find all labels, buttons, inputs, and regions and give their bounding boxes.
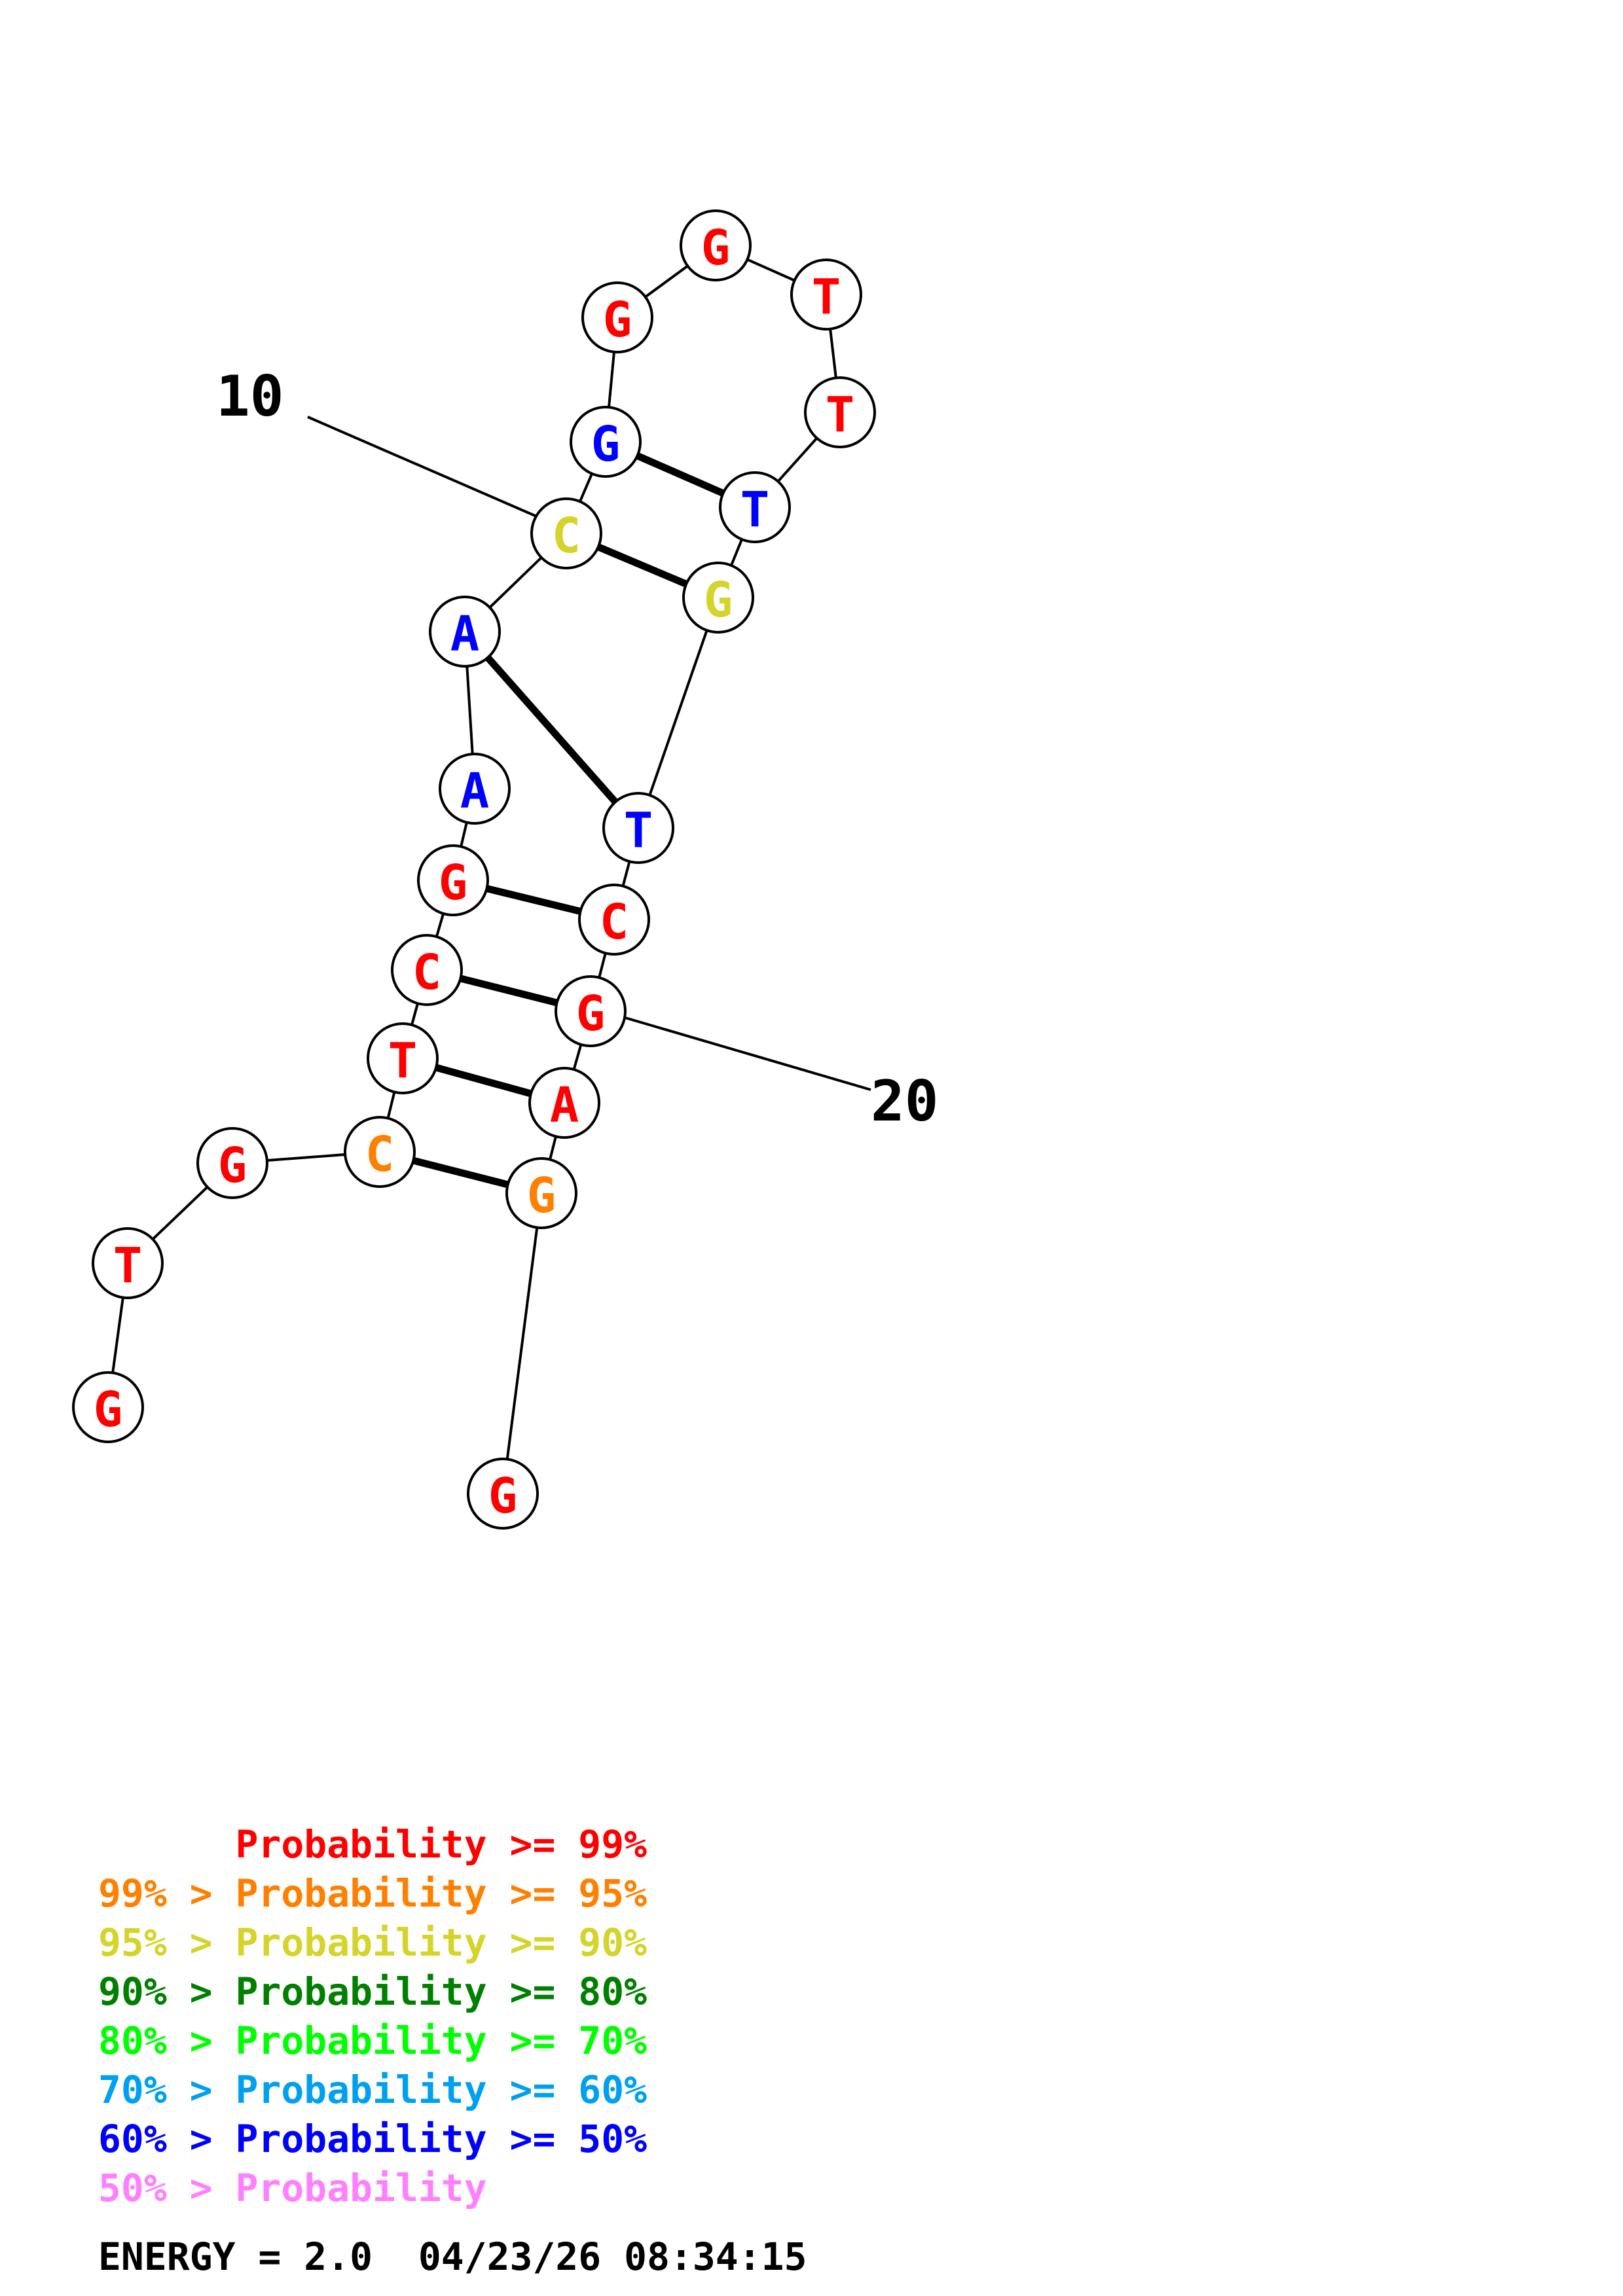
nucleotide-circle <box>505 1157 577 1229</box>
base-pair-bond <box>636 452 725 497</box>
nucleotide: T <box>367 1022 439 1094</box>
nucleotide-letter: T <box>388 1033 418 1089</box>
nucleotide-letter: C <box>600 894 629 950</box>
legend-entry: 70% > Probability >= 60% <box>98 2068 647 2112</box>
base-pair-bond <box>460 975 558 1007</box>
nucleotide-circle <box>528 1067 600 1139</box>
nucleotide-letter: G <box>439 855 468 911</box>
nucleotide-circle <box>467 1458 539 1530</box>
base-pair-bond <box>484 655 619 804</box>
nucleotide-circle <box>92 1227 164 1299</box>
legend-entry: Probability >= 99% <box>98 1822 647 1867</box>
nucleotide-letter: G <box>603 292 632 348</box>
nucleotide-circle <box>429 596 501 668</box>
nucleotide: C <box>344 1116 416 1188</box>
nucleotide-letter: G <box>576 986 606 1042</box>
nucleotide-letter: T <box>740 482 770 538</box>
nucleotide-letter: G <box>488 1468 518 1524</box>
nucleotide: G <box>467 1458 539 1530</box>
nucleotide-letter: A <box>550 1077 579 1134</box>
nucleotide-circle <box>581 281 653 353</box>
nucleotide-circle <box>570 406 642 478</box>
energy-timestamp-footer: ENERGY = 2.0 04/23/26 08:34:15 <box>98 2234 807 2279</box>
nucleotide-letter: C <box>365 1126 395 1183</box>
position-tick-line <box>625 1016 871 1091</box>
nucleotide-circle <box>680 209 752 281</box>
nucleotide-letter: T <box>624 802 653 859</box>
nucleotide-circle <box>344 1116 416 1188</box>
nucleotide-circle <box>719 471 791 543</box>
nucleotide: A <box>439 753 511 825</box>
nucleotide-letter: T <box>812 269 841 325</box>
base-pair-bond <box>412 1157 509 1189</box>
nucleotide-letter: G <box>701 220 731 276</box>
nucleotide-letter: T <box>826 387 855 443</box>
nucleotide-circle <box>367 1022 439 1094</box>
nucleotide: C <box>578 884 650 956</box>
nucleotide: G <box>570 406 642 478</box>
nucleotide: G <box>682 562 754 634</box>
nucleotide-circle <box>417 844 489 916</box>
nucleotide-letter: G <box>591 416 621 473</box>
base-pair-layer <box>412 452 725 1189</box>
nucleotide-letter: A <box>460 763 490 819</box>
nucleotide-letter: G <box>704 572 733 628</box>
nucleotide: C <box>530 497 602 569</box>
nucleotide: G <box>555 975 627 1047</box>
backbone-segment <box>501 1193 543 1494</box>
base-pair-bond <box>435 1064 532 1098</box>
nucleotide-circle <box>578 884 650 956</box>
nucleotide-circle <box>804 376 876 448</box>
nucleotide: G <box>196 1127 268 1199</box>
nucleotide: T <box>790 259 862 331</box>
nucleotide: G <box>417 844 489 916</box>
nucleotide-circle <box>72 1371 144 1443</box>
nucleotide-circle <box>602 792 674 864</box>
legend-entry: 99% > Probability >= 95% <box>98 1871 647 1916</box>
legend-entry: 90% > Probability >= 80% <box>98 1969 647 2014</box>
position-label-layer: 10 20 <box>216 364 939 1134</box>
nucleotide-letter: G <box>218 1138 247 1194</box>
nucleotide: G <box>72 1371 144 1443</box>
nucleotide: A <box>429 596 501 668</box>
base-pair-bond <box>596 543 688 588</box>
nucleotide-letter: G <box>527 1168 556 1224</box>
probability-legend: Probability >= 99%99% > Probability >= 9… <box>98 1822 647 2210</box>
nucleotide-circle <box>439 753 511 825</box>
nucleotide: T <box>719 471 791 543</box>
nucleotide-letter: C <box>412 944 442 1001</box>
nucleotide: A <box>528 1067 600 1139</box>
nucleotide: T <box>602 792 674 864</box>
nucleotide-circle <box>682 562 754 634</box>
legend-entry: 60% > Probability >= 50% <box>98 2117 647 2161</box>
nucleotide: C <box>391 934 463 1006</box>
base-pair-bond <box>486 885 581 915</box>
nucleotide-circle <box>530 497 602 569</box>
nucleotide-letter: T <box>113 1238 143 1294</box>
nucleotide-circle <box>790 259 862 331</box>
backbone-segment <box>637 597 720 829</box>
nucleotide-letter: C <box>552 508 581 564</box>
position-label: 20 <box>871 1069 939 1134</box>
nucleotide-circle <box>196 1127 268 1199</box>
legend-entry: 80% > Probability >= 70% <box>98 2018 647 2063</box>
nucleotide-circle <box>555 975 627 1047</box>
nucleotide: G <box>680 209 752 281</box>
nucleotide-letter: A <box>450 606 480 662</box>
position-tick-line <box>307 416 539 518</box>
nucleotide: T <box>804 376 876 448</box>
legend-entry: 50% > Probability <box>98 2166 487 2210</box>
legend-entry: 95% > Probability >= 90% <box>98 1920 647 1965</box>
nucleotide-letter: G <box>94 1382 123 1438</box>
nucleotide: G <box>505 1157 577 1229</box>
nucleotide: G <box>581 281 653 353</box>
nucleotide-circle <box>391 934 463 1006</box>
nucleotide: T <box>92 1227 164 1299</box>
position-label: 10 <box>216 364 284 429</box>
